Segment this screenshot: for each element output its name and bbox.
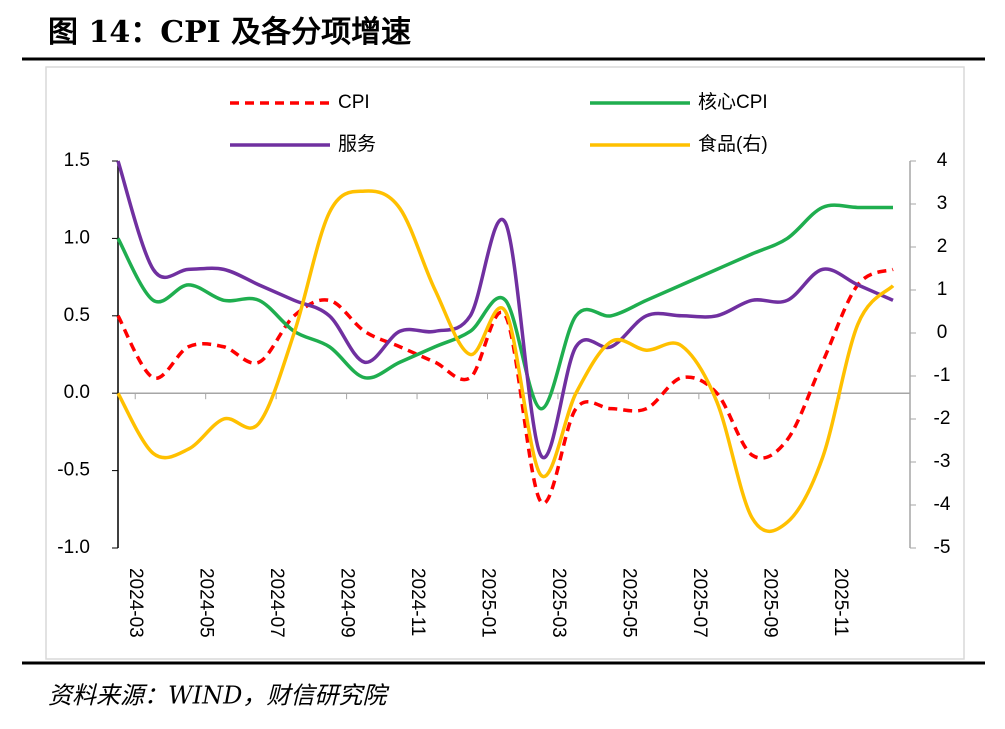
legend-label: 服务 [338, 133, 376, 155]
x-tick-label: 2025-05 [618, 568, 639, 638]
legend-label: CPI [338, 92, 370, 113]
y-tick-label: -0.5 [57, 460, 90, 481]
legend-label: 食品(右) [698, 133, 768, 155]
x-tick-label: 2024-03 [125, 568, 146, 638]
y2-tick-label: -3 [934, 451, 951, 472]
y2-tick-label: 4 [937, 150, 948, 171]
y-tick-label: 0.0 [64, 382, 90, 403]
y2-tick-label: -4 [934, 494, 951, 515]
y-tick-label: 1.0 [64, 227, 90, 248]
y-tick-label: 1.5 [64, 150, 90, 171]
y2-tick-label: 1 [937, 279, 948, 300]
x-tick-label: 2024-05 [196, 568, 217, 638]
x-tick-label: 2025-01 [477, 568, 498, 638]
series-line [116, 203, 893, 411]
series-line [116, 267, 894, 506]
y2-tick-label: 2 [937, 236, 948, 257]
x-tick-label: 2025-11 [830, 568, 851, 636]
x-tick-label: 2025-09 [759, 568, 780, 638]
chart-frame [45, 66, 965, 660]
series-line [116, 189, 895, 534]
series-line [116, 160, 894, 460]
y2-tick-label: -5 [934, 537, 951, 558]
plot: 1.5 1.0 0.5 0.0 -0.5 -1.0 4 3 2 1 0 -1 -2 -3 -4 -5 2024-… [57, 91, 951, 638]
y2-tick-label: 3 [937, 193, 948, 214]
x-tick-label: 2024-11 [407, 568, 428, 636]
y-tick-label: -1.0 [57, 537, 90, 558]
y-tick-label: 0.5 [64, 305, 90, 326]
source-note: 资料来源：WIND，财信研究院 [48, 682, 390, 710]
y2-tick-label: -2 [934, 408, 951, 429]
x-tick-label: 2025-07 [689, 568, 710, 638]
x-tick-label: 2025-03 [548, 568, 569, 638]
y2-tick-label: -1 [934, 365, 951, 386]
x-tick-label: 2024-09 [337, 568, 358, 638]
legend-label: 核心CPI [698, 91, 768, 113]
y2-tick-label: 0 [937, 322, 948, 343]
figure-title: 图 14：CPI 及各分项增速 [48, 15, 411, 50]
x-tick-label: 2024-07 [266, 568, 287, 638]
